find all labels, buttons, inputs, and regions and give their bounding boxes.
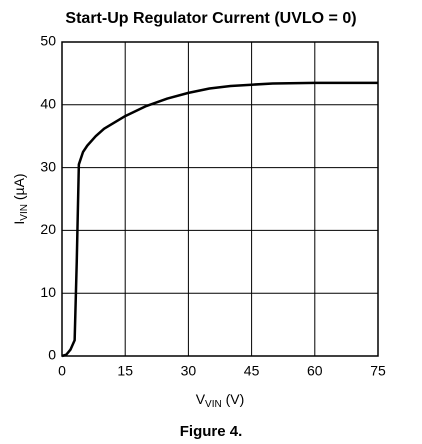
y-tick-label: 20 <box>40 221 56 237</box>
x-axis-label: VVIN (V) <box>196 391 245 410</box>
x-tick-label: 15 <box>117 363 133 379</box>
plot-frame <box>61 41 379 357</box>
y-tick-label: 40 <box>40 96 56 112</box>
caption: Figure 4. <box>180 423 243 440</box>
y-tick-label: 0 <box>48 347 56 363</box>
x-tick-label: 0 <box>58 363 66 379</box>
y-axis-label: IVIN (µA) <box>11 173 30 224</box>
y-tick-label: 10 <box>40 284 56 300</box>
y-tick-label: 30 <box>40 158 56 174</box>
x-tick-label: 75 <box>370 363 386 379</box>
chart-title: Start-Up Regulator Current (UVLO = 0) <box>65 10 356 27</box>
y-tick-label: 50 <box>40 33 56 49</box>
data-line <box>61 81 378 358</box>
x-tick-label: 45 <box>244 363 260 379</box>
x-tick-label: 60 <box>307 363 323 379</box>
x-tick-label: 30 <box>181 363 197 379</box>
